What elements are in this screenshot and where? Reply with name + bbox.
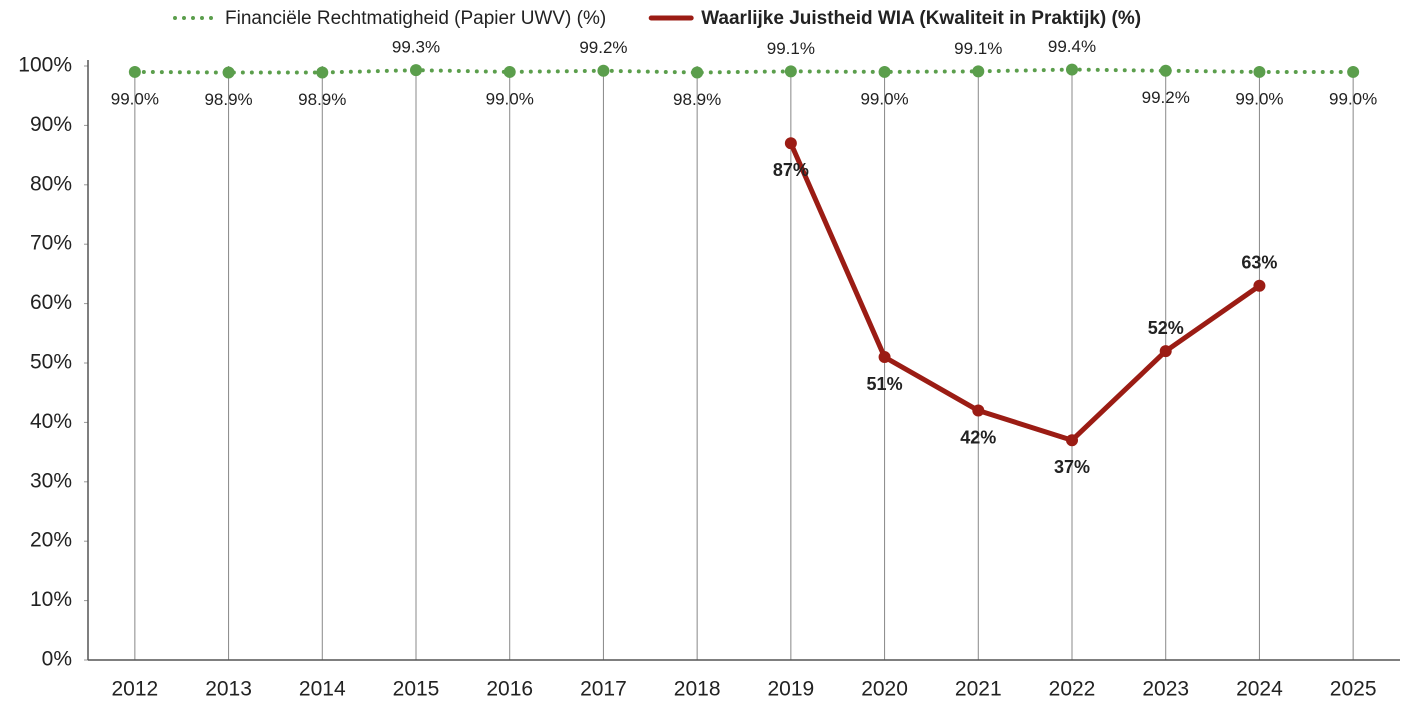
data-label: 99.3%: [392, 38, 440, 57]
x-tick-label: 2015: [393, 678, 440, 701]
data-point: [1253, 279, 1266, 292]
x-tick-label: 2016: [486, 678, 533, 701]
x-tick-label: 2021: [955, 678, 1002, 701]
y-tick-label: 30%: [30, 469, 72, 492]
data-point: [1347, 65, 1360, 78]
data-point: [1159, 64, 1172, 77]
data-label: 51%: [867, 374, 903, 394]
y-tick-label: 70%: [30, 232, 72, 255]
data-point: [1159, 345, 1172, 358]
x-tick-label: 2014: [299, 678, 346, 701]
legend-label: Waarlijke Juistheid WIA (Kwaliteit in Pr…: [701, 8, 1141, 29]
y-tick-label: 20%: [30, 529, 72, 552]
x-tick-label: 2024: [1236, 678, 1283, 701]
y-tick-label: 100%: [18, 54, 72, 77]
y-tick-label: 80%: [30, 172, 72, 195]
data-point: [972, 404, 985, 417]
data-label: 99.1%: [954, 39, 1002, 58]
data-point: [1253, 65, 1266, 78]
legend-label: Financiële Rechtmatigheid (Papier UWV) (…: [225, 8, 606, 29]
x-tick-label: 2018: [674, 678, 721, 701]
x-tick-label: 2013: [205, 678, 252, 701]
data-label: 52%: [1148, 318, 1184, 338]
data-label: 99.0%: [111, 89, 159, 108]
data-label: 98.9%: [673, 90, 721, 109]
data-label: 99.2%: [579, 38, 627, 57]
data-point: [128, 65, 141, 78]
series-line: [788, 140, 1262, 443]
data-label: 63%: [1241, 253, 1277, 273]
data-label: 99.4%: [1048, 37, 1096, 56]
data-label: 99.0%: [860, 89, 908, 108]
data-point: [316, 66, 329, 79]
data-point: [1066, 434, 1078, 447]
x-tick-label: 2020: [861, 678, 908, 701]
data-point: [878, 65, 891, 78]
x-tick-label: 2017: [580, 678, 627, 701]
x-tick-label: 2022: [1049, 678, 1096, 701]
data-point: [597, 64, 610, 77]
y-tick-label: 60%: [30, 291, 72, 314]
data-point: [878, 351, 891, 364]
data-label: 42%: [960, 427, 996, 447]
data-point: [503, 65, 516, 78]
data-label: 87%: [773, 160, 809, 180]
data-label: 37%: [1054, 457, 1090, 477]
data-label: 99.0%: [486, 89, 534, 108]
y-tick-label: 0%: [42, 648, 72, 671]
data-label: 99.0%: [1235, 89, 1283, 108]
data-label: 99.1%: [767, 39, 815, 58]
data-point: [1066, 63, 1078, 76]
series-line: [132, 67, 1356, 75]
data-label: 98.9%: [204, 90, 252, 109]
data-label: 98.9%: [298, 90, 346, 109]
data-point: [691, 66, 704, 79]
y-tick-label: 40%: [30, 410, 72, 433]
data-point: [784, 137, 797, 150]
data-point: [784, 65, 797, 78]
x-tick-label: 2025: [1330, 678, 1377, 701]
data-point: [972, 65, 985, 78]
y-tick-label: 90%: [30, 113, 72, 136]
x-tick-label: 2023: [1142, 678, 1189, 701]
data-point: [410, 64, 422, 77]
data-label: 99.2%: [1142, 88, 1190, 107]
y-tick-label: 10%: [30, 588, 72, 611]
y-tick-label: 50%: [30, 351, 72, 374]
data-label: 99.0%: [1329, 89, 1377, 108]
x-tick-label: 2012: [111, 678, 158, 701]
x-tick-label: 2019: [767, 678, 814, 701]
data-point: [222, 66, 235, 79]
